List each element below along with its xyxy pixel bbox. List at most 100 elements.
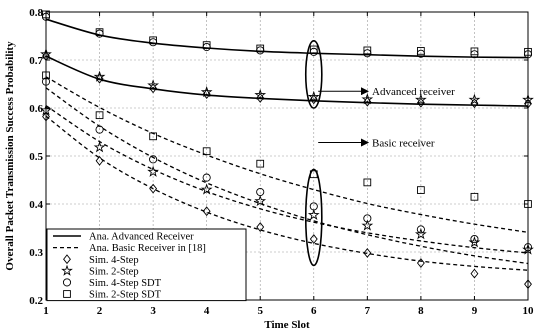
simulation-markers (40, 10, 534, 290)
data-point-star (361, 93, 374, 105)
annotation-label: Basic receiver (372, 138, 435, 150)
legend-box (46, 228, 247, 302)
data-point-star (200, 183, 213, 195)
data-point-star (200, 85, 213, 98)
data-point-diamond (95, 155, 104, 166)
data-point-star (307, 208, 320, 221)
y-tick-label: 0.8 (29, 7, 43, 19)
legend-label: Sim. 2-Step (89, 266, 139, 277)
series-line-0 (45, 18, 529, 59)
data-point-star (415, 93, 427, 105)
annotations: Advanced receiver Basic receiver (304, 40, 455, 267)
legend-label: Ana. Advanced Receiver (89, 232, 194, 243)
data-point-diamond (202, 89, 211, 100)
data-point-square (256, 159, 265, 168)
series-line-4 (45, 105, 529, 254)
data-point-circle (256, 187, 265, 197)
x-axis-label: Time Slot (264, 319, 310, 330)
data-point-square (363, 178, 372, 187)
data-point-circle (416, 225, 425, 234)
data-point-circle (149, 38, 158, 47)
data-point-diamond (470, 98, 479, 109)
x-tick-label: 3 (150, 305, 156, 317)
legend-marker-circle (62, 278, 72, 287)
data-point-star (93, 70, 106, 82)
data-point-star (93, 141, 106, 153)
data-point-circle (202, 173, 211, 182)
axis-ticks: 1 2 3 4 5 6 7 8 9 10 0.2 0.3 0.4 0.5 0.6 0.7 0.8 (29, 7, 534, 317)
data-point-diamond (363, 96, 372, 107)
data-point-star (361, 219, 374, 231)
analytic-lines (45, 18, 529, 271)
legend-label: Ana. Basic Receiver in [18] (89, 243, 206, 254)
data-point-diamond (149, 183, 158, 194)
data-point-diamond (256, 92, 265, 103)
legend-marker-square (63, 290, 71, 298)
data-point-diamond (416, 97, 425, 108)
data-point-circle (470, 50, 479, 59)
data-point-diamond (202, 206, 211, 217)
data-point-star (147, 165, 159, 177)
data-point-circle (416, 49, 425, 58)
data-point-circle (202, 42, 211, 52)
y-tick-label: 0.7 (29, 55, 43, 67)
data-point-diamond (309, 234, 318, 244)
series-line-5 (45, 115, 529, 271)
y-tick-label: 0.5 (29, 151, 43, 163)
data-point-diamond (363, 248, 372, 258)
x-tick-label: 9 (472, 305, 478, 317)
y-tick-label: 0.6 (29, 103, 43, 115)
data-point-square (470, 47, 479, 56)
data-point-star (254, 88, 267, 101)
x-tick-label: 6 (311, 305, 317, 317)
data-point-square (417, 47, 425, 55)
data-point-diamond (256, 222, 265, 232)
x-tick-label: 7 (365, 305, 371, 317)
data-point-square (202, 147, 211, 156)
data-point-circle (363, 214, 372, 223)
data-point-square (363, 46, 372, 55)
legend-label: Sim. 4-Step (89, 255, 139, 266)
data-point-square (309, 45, 318, 54)
legend-label: Sim. 4-Step SDT (89, 278, 162, 289)
x-tick-label: 10 (523, 305, 534, 317)
data-point-square (417, 186, 425, 194)
data-point-star (415, 228, 427, 240)
data-point-circle (95, 29, 104, 38)
data-point-circle (309, 47, 318, 56)
data-point-diamond (95, 73, 104, 84)
y-tick-label: 0.4 (29, 199, 43, 211)
x-tick-label: 4 (204, 305, 210, 317)
annotation-ellipse (304, 168, 323, 267)
x-tick-label: 2 (97, 305, 103, 317)
data-point-star (307, 90, 320, 102)
annotation-label: Advanced receiver (372, 86, 455, 98)
data-point-diamond (309, 94, 318, 105)
x-tick-label: 1 (43, 305, 49, 317)
data-point-circle (95, 125, 104, 134)
series-line-2 (45, 76, 529, 233)
data-point-square (470, 192, 479, 201)
data-point-square (149, 132, 157, 141)
data-point-diamond (416, 258, 425, 268)
data-point-star (147, 79, 159, 91)
y-axis-label: Overall Packet Transmission Success Prob… (4, 41, 16, 271)
y-tick-label: 0.3 (29, 247, 43, 259)
data-point-circle (149, 155, 158, 164)
annotation-ellipse (304, 40, 323, 109)
data-point-star (468, 93, 481, 105)
series-line-3 (45, 87, 529, 265)
data-point-diamond (470, 268, 479, 279)
data-point-circle (470, 234, 479, 244)
data-point-circle (256, 46, 265, 55)
legend-label: Sim. 2-Step SDT (89, 290, 162, 301)
data-point-square (95, 111, 104, 120)
legend-marker-diamond (63, 254, 71, 265)
data-point-circle (309, 202, 318, 211)
y-tick-label: 0.2 (29, 295, 43, 307)
x-tick-label: 8 (418, 305, 424, 317)
data-point-diamond (149, 83, 158, 94)
series-line-1 (45, 55, 529, 107)
